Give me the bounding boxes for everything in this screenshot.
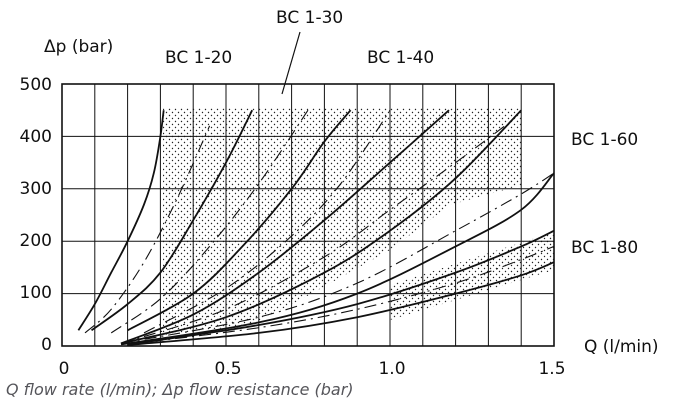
flow-curve-solid [90,109,254,332]
x-tick-label: 0.5 [214,359,241,379]
flow-curve-solid [120,109,522,345]
y-tick-label: 200 [20,231,52,251]
flow-curve-solid [127,109,352,332]
flow-curve-solid [120,172,554,346]
y-tick-label: 100 [20,283,52,303]
stipple-region-lower [390,232,554,320]
y-tick-label: 500 [20,75,52,95]
y-tick-label: 300 [20,179,52,199]
x-tick-label: 1.0 [378,359,405,379]
figure-caption: Q flow rate (l/min); Δp flow resistance … [6,380,354,399]
stipple-region-upper [163,108,522,335]
curve-label-bc-1-80: BC 1-80 [571,238,638,258]
curve-label-bc-1-60: BC 1-60 [571,130,638,150]
curve-label-bc-1-30: BC 1-30 [276,8,343,28]
flow-curve-dashed [84,125,211,334]
curve-label-bc-1-40: BC 1-40 [367,48,434,68]
plot-frame [61,83,555,347]
flow-curve-dashed [120,125,506,344]
y-tick-label: 0 [41,335,52,355]
flow-curve-solid [120,109,450,345]
x-axis-ticks: 0 0.5 1.0 1.5 [59,359,566,379]
curve-labels: BC 1-20 BC 1-30 BC 1-40 BC 1-60 BC 1-80 [165,8,638,258]
y-tick-label: 400 [20,127,52,147]
stipple-regions [163,108,554,335]
x-axis-label: Q (l/min) [584,337,659,357]
flow-curve-solid [127,261,554,346]
flow-resistance-chart: 500 400 300 200 100 0 0 0.5 1.0 1.5 Δp (… [20,8,659,379]
series-layer [77,109,554,346]
y-axis-label: Δp (bar) [44,37,113,57]
flow-curve-dashed [143,109,391,334]
x-tick-label: 0 [59,359,70,379]
flow-curve-solid [77,110,165,331]
x-tick-label: 1.5 [538,359,565,379]
flow-curve-dashed [120,172,554,344]
y-axis-ticks: 500 400 300 200 100 0 [20,75,52,355]
flow-curve-dashed [110,109,309,334]
grid [62,84,554,346]
curve-label-bc-1-20: BC 1-20 [165,48,232,68]
bc-1-30-leader-line [281,31,301,95]
flow-curve-dashed [127,245,554,345]
flow-curve-solid [127,229,554,346]
